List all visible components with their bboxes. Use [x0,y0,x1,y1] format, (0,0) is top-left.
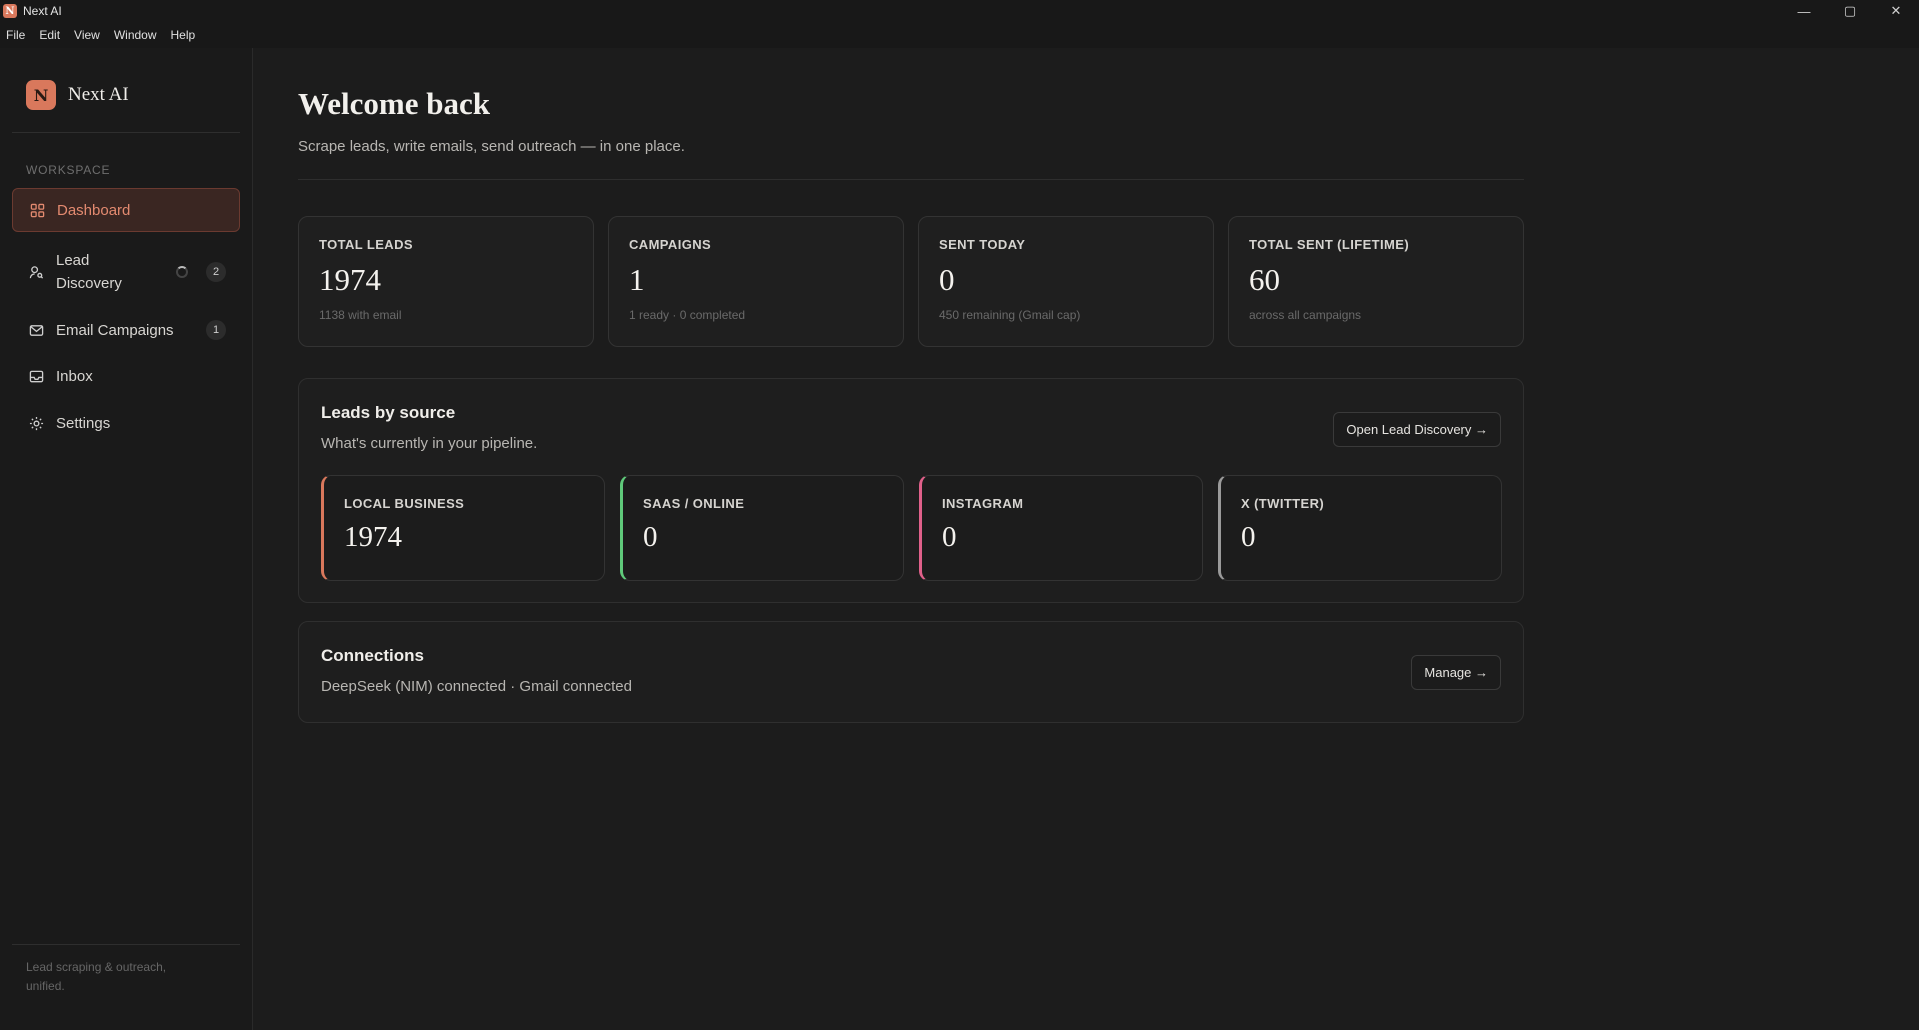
source-card-x-twitter: X (TWITTER) 0 [1218,475,1502,581]
user-search-icon [28,264,44,280]
sidebar-item-label: Dashboard [57,201,131,219]
menu-edit[interactable]: Edit [39,28,61,42]
panel-title: Connections [321,646,424,665]
header-divider [298,179,1524,180]
menu-window[interactable]: Window [113,28,157,42]
stat-sub: across all campaigns [1249,308,1362,322]
maximize-button[interactable]: ▢ [1843,3,1857,18]
sidebar-item-label: Settings [56,414,111,432]
close-button[interactable]: ✕ [1890,3,1902,18]
source-label: LOCAL BUSINESS [344,496,465,511]
panel-title: Leads by source [321,403,456,422]
stat-value: 1 [629,262,645,297]
source-value: 0 [942,521,957,553]
source-card-saas-online: SAAS / ONLINE 0 [620,475,904,581]
stat-label: TOTAL SENT (LIFETIME) [1249,237,1410,252]
source-value: 0 [643,521,658,553]
brand-name: Next AI [68,84,129,105]
connections-status: DeepSeek (NIM) connected · Gmail connect… [321,678,632,695]
manage-button[interactable]: Manage → [1411,655,1501,690]
sidebar-item-settings[interactable]: Settings [12,403,240,443]
menu-view[interactable]: View [74,28,100,42]
stat-label: CAMPAIGNS [629,237,712,252]
stat-card-total-sent: TOTAL SENT (LIFETIME) 60 across all camp… [1228,216,1524,347]
sidebar-footer: Lead scraping & outreach, unified. [26,960,167,993]
stat-value: 0 [939,262,955,297]
stat-sub: 450 remaining (Gmail cap) [939,308,1081,322]
nav-badge: 1 [206,320,226,340]
source-value: 1974 [344,521,402,553]
stat-value: 60 [1249,262,1280,297]
stat-sub: 1138 with email [319,308,402,322]
source-card-local-business: LOCAL BUSINESS 1974 [321,475,605,581]
menu-bar: File Edit View Window Help [0,22,1919,48]
page-subtitle: Scrape leads, write emails, send outreac… [298,138,685,155]
source-label: SAAS / ONLINE [643,496,745,511]
stat-sub: 1 ready · 0 completed [629,308,746,322]
sidebar-divider [12,132,240,133]
window-controls: — ▢ ✕ [1781,0,1919,22]
app-icon: N [3,4,17,18]
section-label: WORKSPACE [26,163,111,177]
sidebar: N Next AI WORKSPACE Dashboard Lead Disco… [0,48,253,1030]
nav-badge: 2 [206,262,226,282]
brand-logo: N [26,80,56,110]
minimize-button[interactable]: — [1797,3,1811,19]
source-card-instagram: INSTAGRAM 0 [919,475,1203,581]
source-label: X (TWITTER) [1241,496,1325,511]
connections-panel: Connections DeepSeek (NIM) connected · G… [298,621,1524,723]
leads-by-source-panel: Leads by source What's currently in your… [298,378,1524,603]
window-title: Next AI [23,4,62,18]
menu-file[interactable]: File [6,28,26,42]
sidebar-item-label: Email Campaigns [56,321,174,339]
stat-label: TOTAL LEADS [319,237,413,252]
page-title: Welcome back [298,86,490,121]
menu-help[interactable]: Help [170,28,196,42]
inbox-icon [28,368,44,384]
sidebar-item-label: Inbox [56,367,93,385]
sidebar-item-label: Lead Discovery [56,252,122,292]
stat-value: 1974 [319,262,381,297]
gear-icon [28,415,44,431]
grid-icon [29,202,45,218]
sidebar-item-inbox[interactable]: Inbox [12,356,240,396]
brand: N Next AI [26,80,129,110]
stat-card-total-leads: TOTAL LEADS 1974 1138 with email [298,216,594,347]
sidebar-divider [12,944,240,945]
stat-card-campaigns: CAMPAIGNS 1 1 ready · 0 completed [608,216,904,347]
open-lead-discovery-button[interactable]: Open Lead Discovery → [1333,412,1501,447]
stat-label: SENT TODAY [939,237,1026,252]
loading-spinner-icon [176,266,188,278]
mail-icon [28,322,44,338]
sidebar-item-dashboard[interactable]: Dashboard [12,188,240,232]
main-content: Welcome back Scrape leads, write emails,… [254,48,1919,1030]
stat-card-sent-today: SENT TODAY 0 450 remaining (Gmail cap) [918,216,1214,347]
sidebar-item-lead-discovery[interactable]: Lead Discovery 2 [12,244,240,300]
panel-subtitle: What's currently in your pipeline. [321,435,538,452]
sidebar-item-email-campaigns[interactable]: Email Campaigns 1 [12,310,240,350]
source-value: 0 [1241,521,1256,553]
title-bar: N Next AI — ▢ ✕ [0,0,1919,22]
source-label: INSTAGRAM [942,496,1024,511]
